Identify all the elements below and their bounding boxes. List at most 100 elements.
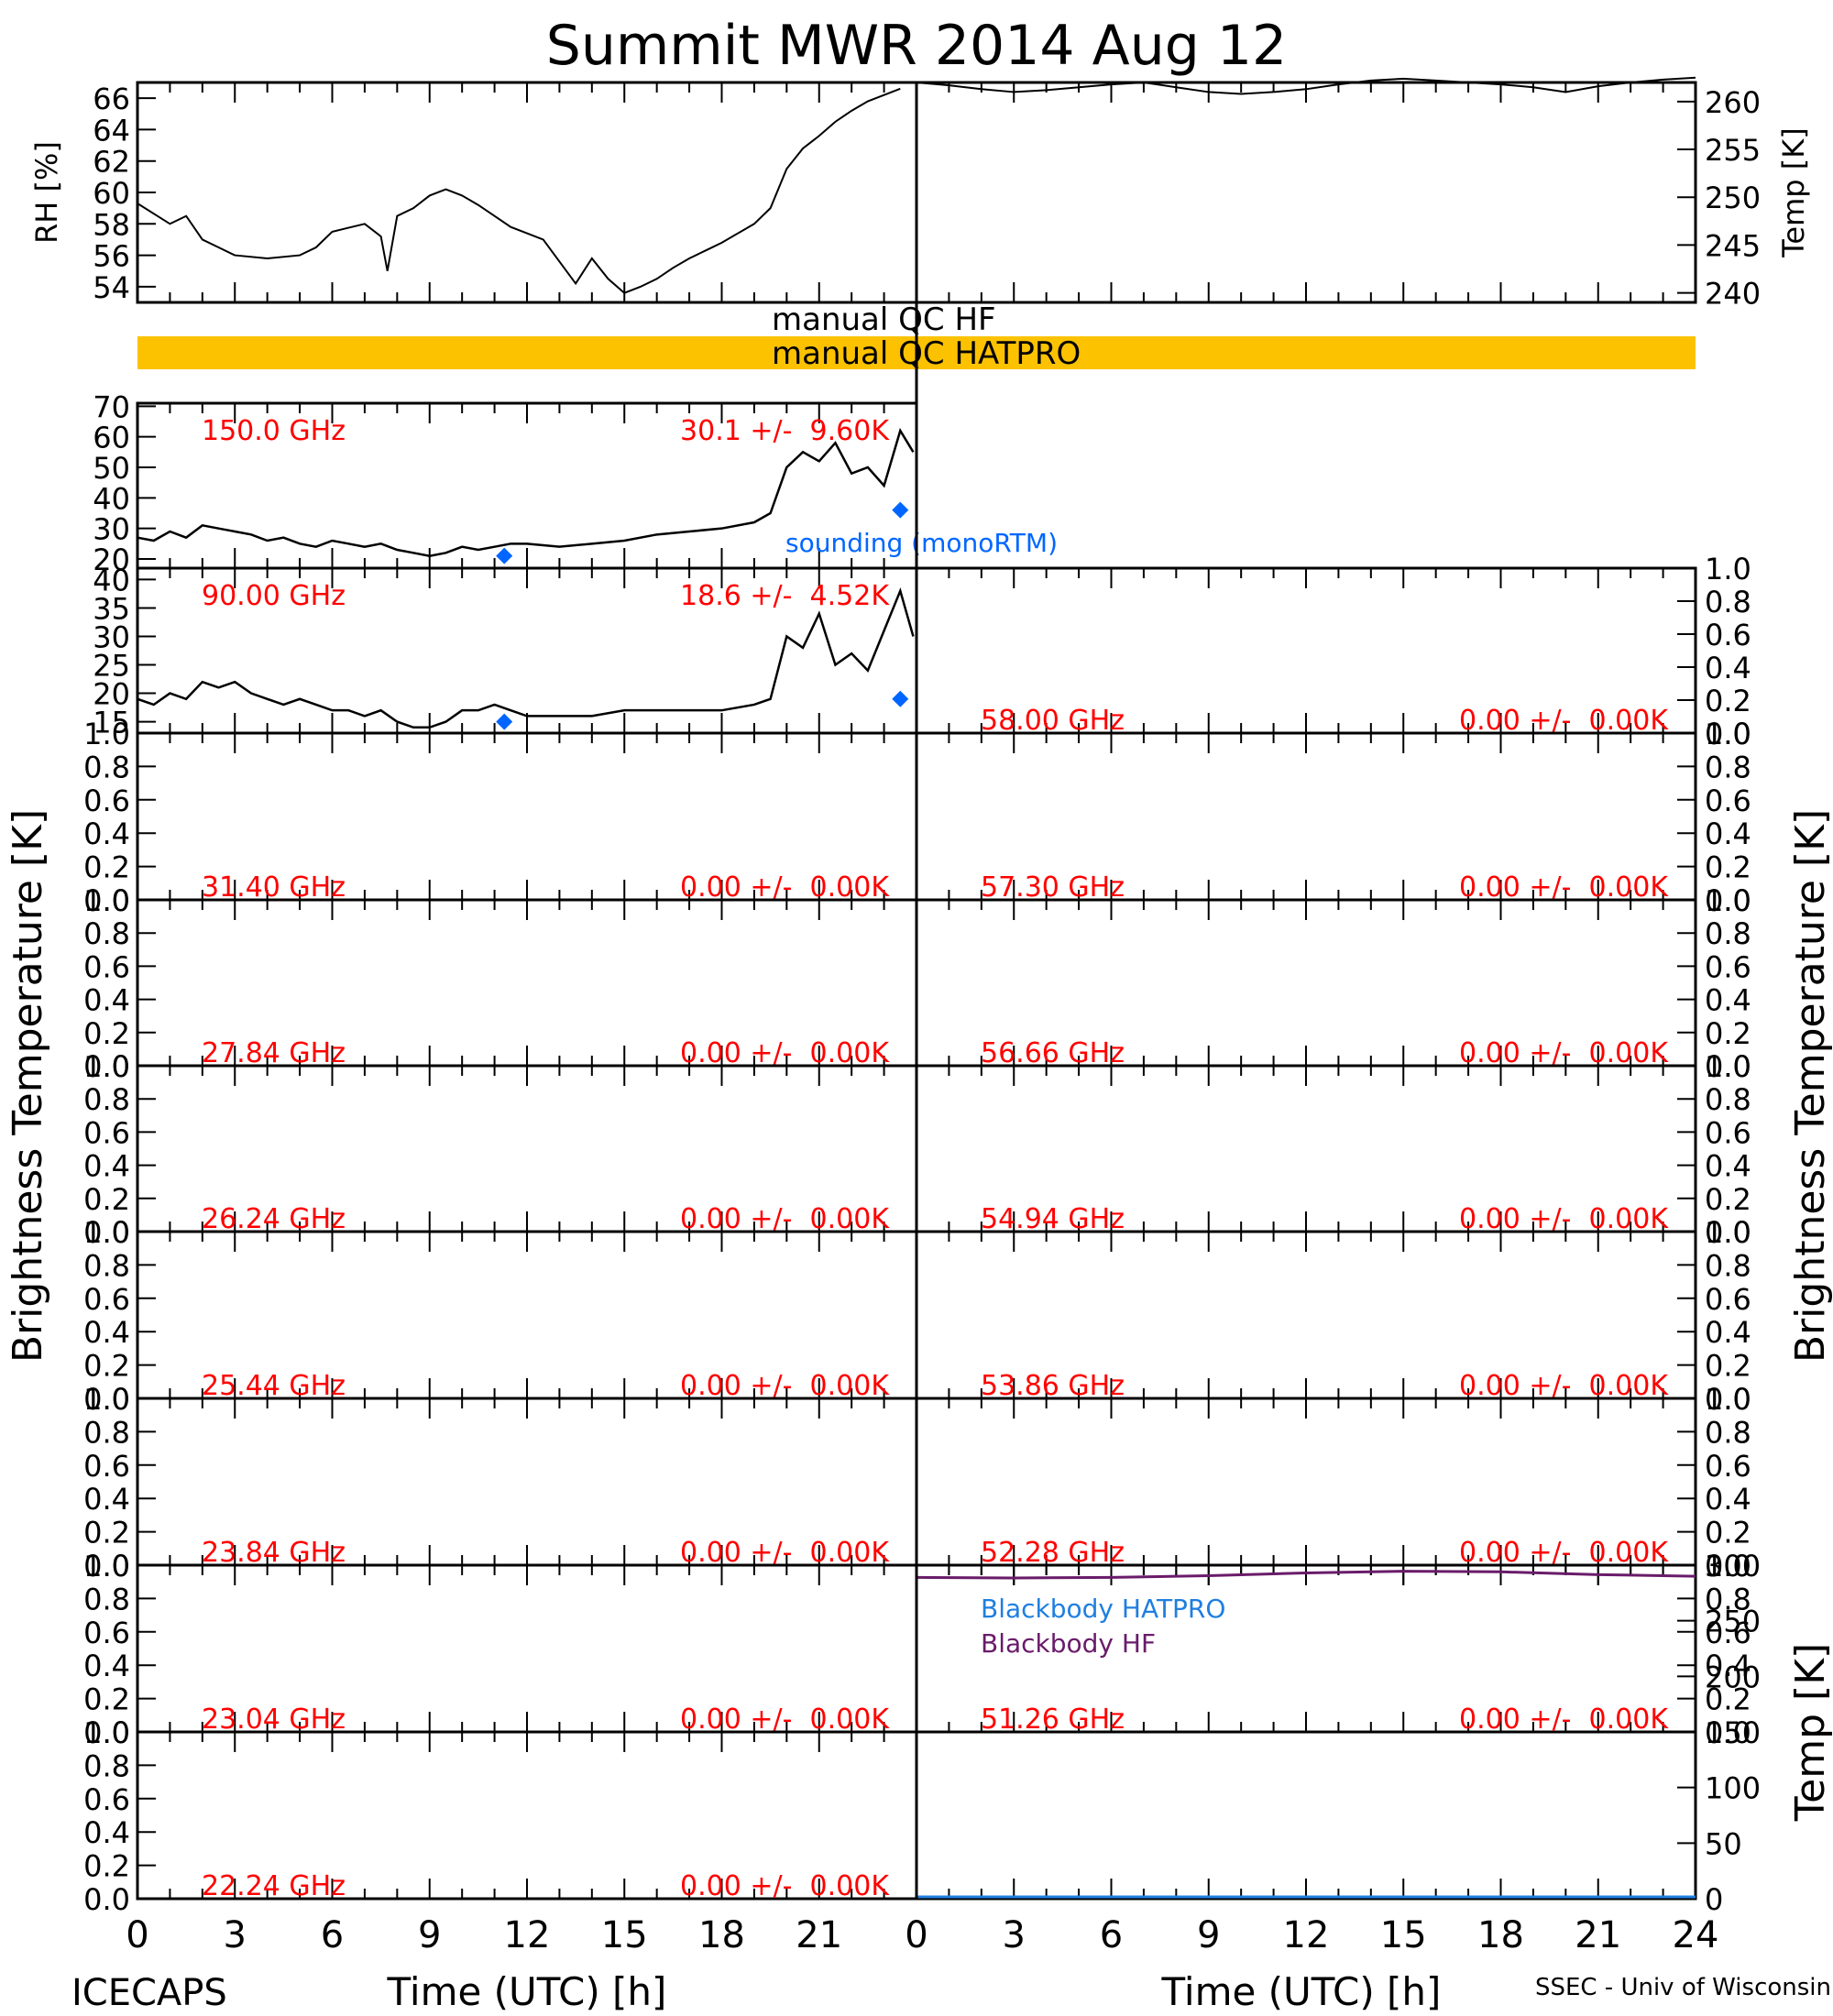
y-tick-label: 0.4 — [1705, 1649, 1751, 1683]
y-tick-label: 1.0 — [1705, 552, 1751, 586]
channel-stat-label: 18.6 +/- 4.52K — [680, 580, 890, 612]
y-tick-label: 0.8 — [83, 1415, 130, 1450]
rh-series — [137, 87, 901, 294]
y-tick-label: 260 — [1705, 85, 1761, 120]
x-tick-label: 12 — [1283, 1914, 1330, 1956]
x-tick-label: 6 — [321, 1914, 344, 1956]
y-tick-label: 0.6 — [1705, 1115, 1751, 1150]
y-tick-label: 0.6 — [83, 783, 130, 818]
y-tick-label: 50 — [1705, 1826, 1742, 1861]
y-tick-label: 300 — [1705, 1549, 1761, 1583]
channel-frequency-label: 31.40 GHz — [202, 871, 346, 904]
y-tick-label: 0.6 — [83, 1449, 130, 1484]
y-tick-label: 0.0 — [1705, 1049, 1751, 1084]
y-tick-label: 0.0 — [1705, 717, 1751, 751]
y-tick-label: 250 — [1705, 1605, 1761, 1639]
blackbody-series — [916, 1570, 1696, 1580]
y-tick-label: 35 — [93, 591, 130, 626]
y-tick-label: 1.0 — [83, 1715, 130, 1750]
y-tick-label: 200 — [1705, 1660, 1761, 1694]
figure-title: Summit MWR 2014 Aug 12 — [546, 14, 1287, 78]
y-tick-label: 0.6 — [1705, 1449, 1751, 1484]
y-tick-label: 0.4 — [1705, 1482, 1751, 1517]
y-tick-label: 0.0 — [1705, 1215, 1751, 1250]
channel-frequency-label: 56.66 GHz — [981, 1037, 1125, 1069]
y-tick-label: 0.8 — [1705, 1582, 1751, 1616]
brightness-series — [137, 427, 915, 557]
y-tick-label: 0.8 — [1705, 585, 1751, 619]
y-tick-label: 250 — [1705, 181, 1761, 215]
y-tick-label: 100 — [1705, 1771, 1761, 1806]
y-tick-label: 60 — [93, 421, 130, 455]
y-tick-label: 0.8 — [83, 1748, 130, 1783]
y-tick-label: 60 — [93, 176, 130, 211]
y-tick-label: 0.0 — [83, 1549, 130, 1583]
y-tick-label: 50 — [93, 451, 130, 486]
x-tick-label: 9 — [418, 1914, 441, 1956]
y-tick-label: 0.2 — [83, 1349, 130, 1384]
channel-stat-label: 0.00 +/- 0.00K — [1459, 1704, 1669, 1736]
y-tick-label: 0.4 — [83, 1815, 130, 1850]
x-tick-label: 0 — [126, 1914, 148, 1956]
channel-stat-label: 0.00 +/- 0.00K — [680, 1203, 890, 1235]
y-tick-label: 0.6 — [1705, 618, 1751, 652]
channel-stat-label: 0.00 +/- 0.00K — [1459, 705, 1669, 737]
channel-stat-label: 0.00 +/- 0.00K — [680, 871, 890, 904]
y-tick-label: 0.6 — [83, 1115, 130, 1150]
footer-right: SSEC - Univ of Wisconsin — [1535, 1974, 1831, 2001]
channel-frequency-label: 51.26 GHz — [981, 1704, 1125, 1736]
y-tick-label: 0.4 — [83, 1649, 130, 1683]
y-tick-label: 0.4 — [83, 1315, 130, 1350]
y-tick-label: 0.2 — [1705, 850, 1751, 885]
x-tick-label: 21 — [1575, 1914, 1621, 1956]
channel-stat-label: 30.1 +/- 9.60K — [680, 415, 890, 447]
y-tick-label: 0.8 — [83, 916, 130, 951]
x-tick-label: 24 — [1673, 1914, 1719, 1956]
y-tick-label: 0.4 — [1705, 1149, 1751, 1184]
y-tick-label: 1.0 — [1705, 1549, 1751, 1583]
blackbody-legend-item: Blackbody HF — [981, 1628, 1156, 1659]
channel-frequency-label: 26.24 GHz — [202, 1203, 346, 1235]
channel-frequency-label: 58.00 GHz — [981, 705, 1125, 737]
x-tick-label: 21 — [796, 1914, 842, 1956]
y-tick-label: 0.8 — [1705, 1082, 1751, 1117]
y-tick-label: 1.0 — [83, 717, 130, 751]
channel-stat-label: 0.00 +/- 0.00K — [680, 1870, 890, 1902]
qc-hatpro-label: manual QC HATPRO — [772, 335, 1081, 372]
y-tick-label: 0.8 — [83, 1582, 130, 1616]
y-tick-label: 0.6 — [83, 1616, 130, 1650]
y-tick-label: 30 — [93, 512, 130, 547]
channel-frequency-label: 27.84 GHz — [202, 1037, 346, 1069]
channel-stat-label: 0.00 +/- 0.00K — [1459, 1537, 1669, 1569]
y-tick-label: 1.0 — [83, 1049, 130, 1084]
y-tick-label: 0.0 — [1705, 1382, 1751, 1417]
y-tick-label: 255 — [1705, 133, 1761, 168]
y-tick-label: 0 — [1705, 1882, 1723, 1917]
channel-stat-label: 0.00 +/- 0.00K — [1459, 871, 1669, 904]
y-tick-label: 0.2 — [83, 1682, 130, 1717]
y-tick-label: 0.0 — [83, 1382, 130, 1417]
channel-stat-label: 0.00 +/- 0.00K — [680, 1370, 890, 1402]
y-tick-label: 1.0 — [1705, 1382, 1751, 1417]
temp-axis-label: Temp [K] — [1776, 127, 1811, 257]
x-tick-label: 18 — [698, 1914, 745, 1956]
footer-left: ICECAPS — [71, 1972, 227, 2014]
channel-frequency-label: 150.0 GHz — [202, 415, 346, 447]
x-tick-label: 12 — [504, 1914, 551, 1956]
y-tick-label: 15 — [93, 706, 130, 740]
y-axis-label-brightness-left: Brightness Temperature [K] — [5, 809, 51, 1363]
y-tick-label: 245 — [1705, 228, 1761, 263]
x-tick-label: 6 — [1100, 1914, 1123, 1956]
y-tick-label: 0.2 — [1705, 1182, 1751, 1217]
channel-frequency-label: 23.84 GHz — [202, 1537, 346, 1569]
y-tick-label: 1.0 — [83, 1549, 130, 1583]
brightness-series — [137, 587, 915, 729]
y-tick-label: 1.0 — [1705, 717, 1751, 751]
y-tick-label: 40 — [93, 563, 130, 597]
y-tick-label: 54 — [93, 270, 130, 305]
y-tick-label: 0.8 — [1705, 1415, 1751, 1450]
channel-frequency-label: 57.30 GHz — [981, 871, 1125, 904]
y-tick-label: 0.4 — [83, 1149, 130, 1184]
